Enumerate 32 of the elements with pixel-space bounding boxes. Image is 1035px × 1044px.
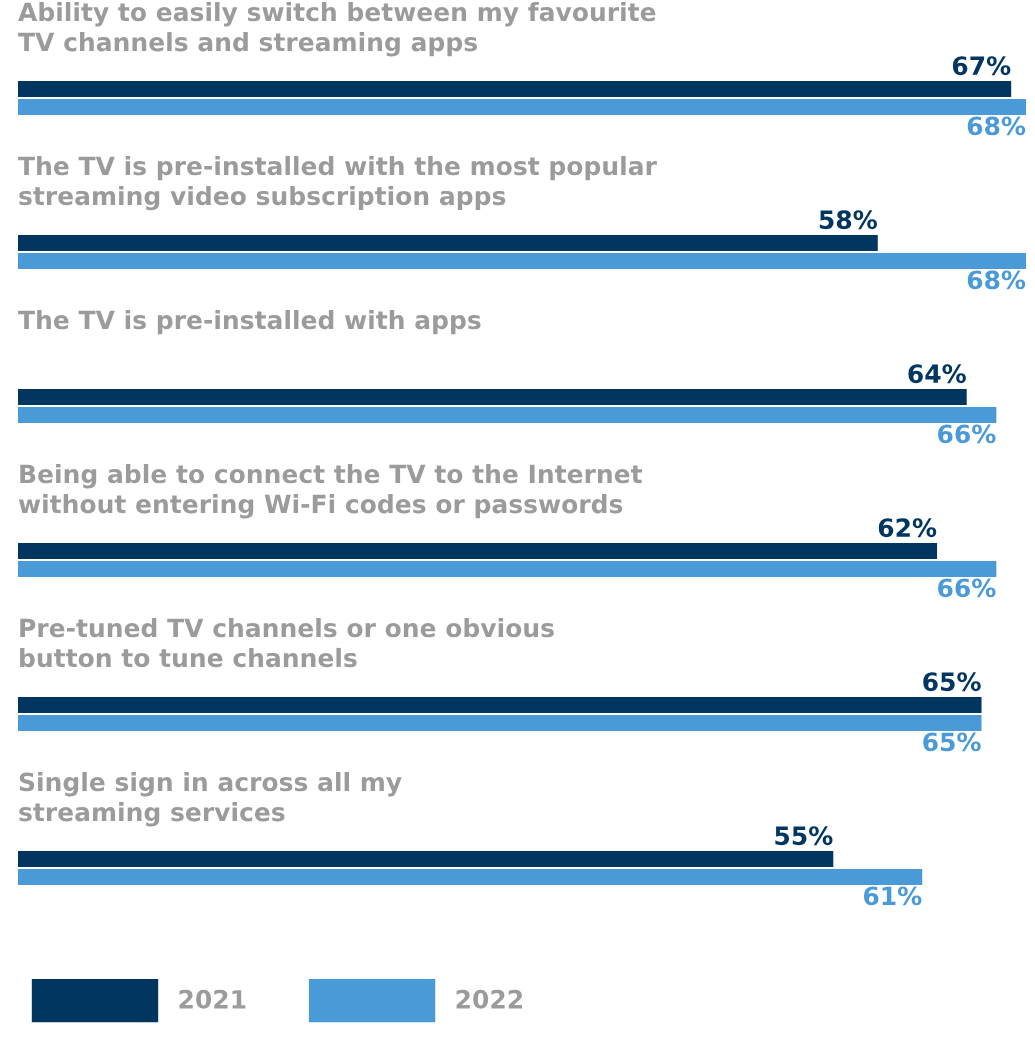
data-label: 66% <box>938 424 996 444</box>
bar <box>18 389 967 405</box>
data-label: 66% <box>938 578 996 598</box>
bar <box>18 253 1026 269</box>
legend-label: 2022 <box>456 989 522 1009</box>
data-label: 61% <box>863 886 922 906</box>
data-label: 68% <box>967 270 1026 290</box>
data-label: 65% <box>923 732 981 752</box>
data-label: 65% <box>923 672 981 692</box>
bar <box>18 81 1012 97</box>
data-label: 64% <box>908 364 966 384</box>
data-label: 62% <box>878 518 937 538</box>
data-label: 58% <box>819 210 877 230</box>
bar <box>18 235 878 251</box>
data-label: 55% <box>775 826 833 846</box>
bar <box>18 869 923 885</box>
y-tick-label: Single sign in across all my streaming services <box>19 772 402 827</box>
data-label: 68% <box>967 116 1026 136</box>
legend-label: 2021 <box>179 989 246 1009</box>
y-tick-label: The TV is pre-installed with the most popular streaming video subscription apps <box>18 156 657 211</box>
bar <box>18 407 997 423</box>
data-label: 67% <box>952 56 1011 76</box>
bar <box>18 697 982 713</box>
y-tick-label: The TV is pre-installed with apps <box>18 310 481 335</box>
bar <box>18 561 997 577</box>
bar <box>18 543 938 559</box>
y-tick-label: Ability to easily switch between my favourite TV channels and streaming apps <box>18 2 656 57</box>
bar <box>18 99 1026 115</box>
bar <box>18 715 982 731</box>
bar <box>18 851 834 867</box>
y-tick-label: Pre-tuned TV channels or one obvious button to tune channels <box>20 618 554 668</box>
y-tick-label: Being able to connect the TV to the Internet without entering Wi-Fi codes or passwords <box>18 464 643 519</box>
